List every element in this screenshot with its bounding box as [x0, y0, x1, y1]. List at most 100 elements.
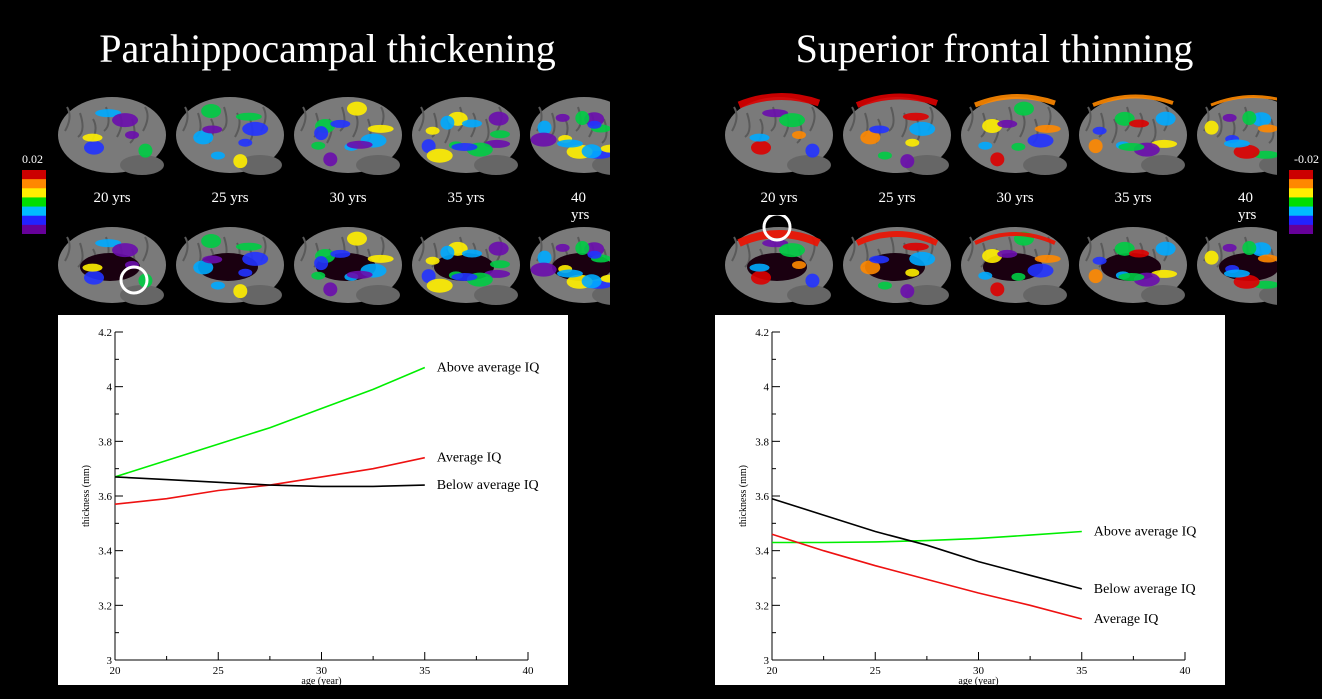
colorbar-segment	[1289, 179, 1313, 189]
series-label: Above average IQ	[1094, 525, 1197, 540]
y-tick-label: 4	[764, 382, 770, 394]
lateral-brain-row-left	[58, 97, 610, 175]
x-tick-label: 25	[870, 665, 882, 677]
right-panel: Superior frontal thinning -0.02 20 yrs 2…	[667, 0, 1322, 699]
age-label: 20 yrs	[93, 190, 131, 206]
series-label: Average IQ	[437, 451, 502, 466]
y-tick-label: 4.2	[755, 327, 769, 339]
y-tick-label: 3	[107, 655, 113, 667]
medial-brain-row-right	[725, 215, 1277, 305]
medial-brain-surface	[58, 227, 166, 305]
age-label: 35 yrs	[1114, 190, 1152, 206]
medial-brain-surface	[1197, 227, 1277, 305]
x-tick-label: 25	[213, 665, 225, 677]
age-label: 35 yrs	[447, 190, 485, 206]
colorbar-segment	[1289, 197, 1313, 208]
y-tick-label: 3.4	[755, 546, 769, 558]
series-label: Below average IQ	[437, 478, 539, 493]
colorbar-segment	[22, 188, 46, 198]
age-label: 40 yrs	[1238, 190, 1257, 223]
colorbar-segment	[1289, 206, 1313, 217]
highlight-circle	[119, 265, 149, 295]
panel-title-left: Parahippocampal thickening	[99, 26, 556, 71]
colorbar-segment	[1289, 188, 1313, 198]
age-label: 40 yrs	[571, 190, 590, 223]
medial-brain-surface	[843, 227, 951, 305]
series-line	[771, 497, 1083, 590]
x-tick-label: 30	[973, 665, 985, 677]
series-line	[114, 456, 425, 505]
y-tick-label: 3.4	[98, 546, 112, 558]
x-tick-label: 20	[767, 665, 779, 677]
age-label: 30 yrs	[996, 190, 1034, 206]
age-label: 30 yrs	[329, 190, 367, 206]
medial-brain-surface	[725, 227, 833, 305]
y-tick-label: 3.8	[98, 436, 112, 448]
y-tick-label: 3.6	[98, 491, 112, 503]
lateral-brain-surface	[843, 93, 951, 175]
series-label: Below average IQ	[1094, 582, 1196, 597]
medial-brain-surface	[412, 227, 520, 305]
series-label: Above average IQ	[437, 361, 540, 376]
line-chart-right: 3 3.2 3.4 3.6 3.8 4 4.2 20 25 30 35 40 age (year) thi…	[738, 327, 1197, 687]
chart-left: 3 3.2 3.4 3.6 3.8 4 4.2 20 25 30 35 40 age (year) thi…	[58, 315, 568, 687]
age-label: 20 yrs	[760, 190, 798, 206]
chart-right: 3 3.2 3.4 3.6 3.8 4 4.2 20 25 30 35 40 age (year) thi…	[715, 315, 1225, 687]
age-label: 25 yrs	[211, 190, 249, 206]
highlight-circle	[762, 215, 792, 242]
y-tick-label: 3.2	[98, 600, 112, 612]
y-tick-label: 3.6	[755, 491, 769, 503]
colorbar-label-right: -0.02	[1294, 152, 1319, 166]
y-tick-label: 3	[764, 655, 770, 667]
lateral-brain-surface	[1079, 94, 1187, 175]
lateral-brain-surface	[412, 97, 520, 175]
medial-brain-surface	[176, 227, 284, 305]
lateral-brain-surface	[725, 93, 833, 175]
colorbar-segment	[22, 206, 46, 217]
x-axis-label: age (year)	[958, 676, 998, 685]
x-tick-label: 35	[1076, 665, 1088, 677]
x-axis-label: age (year)	[301, 676, 341, 685]
lateral-brain-surface	[530, 97, 610, 175]
y-tick-label: 3.8	[755, 436, 769, 448]
age-labels-right: 20 yrs 25 yrs 30 yrs 35 yrs 40 yrs	[717, 190, 1277, 223]
x-tick-label: 40	[523, 665, 535, 677]
series-label: Average IQ	[1094, 612, 1159, 627]
age-label: 25 yrs	[878, 190, 916, 206]
colorbar-segment	[22, 170, 46, 180]
medial-brain-surface	[530, 227, 610, 305]
colorbar-segment	[22, 197, 46, 208]
y-tick-label: 4	[107, 382, 113, 394]
series-line	[114, 476, 425, 488]
y-axis-label: thickness (mm)	[738, 465, 749, 527]
y-tick-label: 3.2	[755, 600, 769, 612]
panel-title-right: Superior frontal thinning	[795, 26, 1194, 71]
x-tick-label: 30	[316, 665, 328, 677]
y-axis-label: thickness (mm)	[81, 465, 92, 527]
medial-brain-row-left	[58, 227, 610, 305]
medial-brain-surface	[1079, 227, 1187, 305]
x-tick-label: 35	[419, 665, 431, 677]
medial-brain-surface	[961, 227, 1069, 305]
left-panel: Parahippocampal thickening 0.02 20 yrs 2…	[0, 0, 655, 699]
series-line	[771, 533, 1083, 620]
x-tick-label: 40	[1180, 665, 1192, 677]
lateral-brain-surface	[58, 97, 166, 175]
medial-brain-surface	[294, 227, 402, 305]
colorbar-segment	[22, 224, 46, 234]
colorbar-segment	[22, 215, 46, 226]
colorbar-segment	[1289, 170, 1313, 180]
lateral-brain-surface	[961, 94, 1069, 175]
series-line	[114, 366, 426, 478]
colorbar-segment	[1289, 215, 1313, 226]
colorbar-left	[22, 170, 46, 234]
colorbar-label-left: 0.02	[22, 152, 43, 166]
colorbar-segment	[1289, 224, 1313, 234]
lateral-brain-surface	[176, 97, 284, 175]
colorbar-right	[1289, 170, 1313, 234]
lateral-brain-row-right	[725, 93, 1277, 175]
y-tick-label: 4.2	[98, 327, 112, 339]
age-labels-left: 20 yrs 25 yrs 30 yrs 35 yrs 40 yrs	[50, 190, 610, 223]
series-line	[772, 530, 1082, 544]
lateral-brain-surface	[294, 97, 402, 175]
